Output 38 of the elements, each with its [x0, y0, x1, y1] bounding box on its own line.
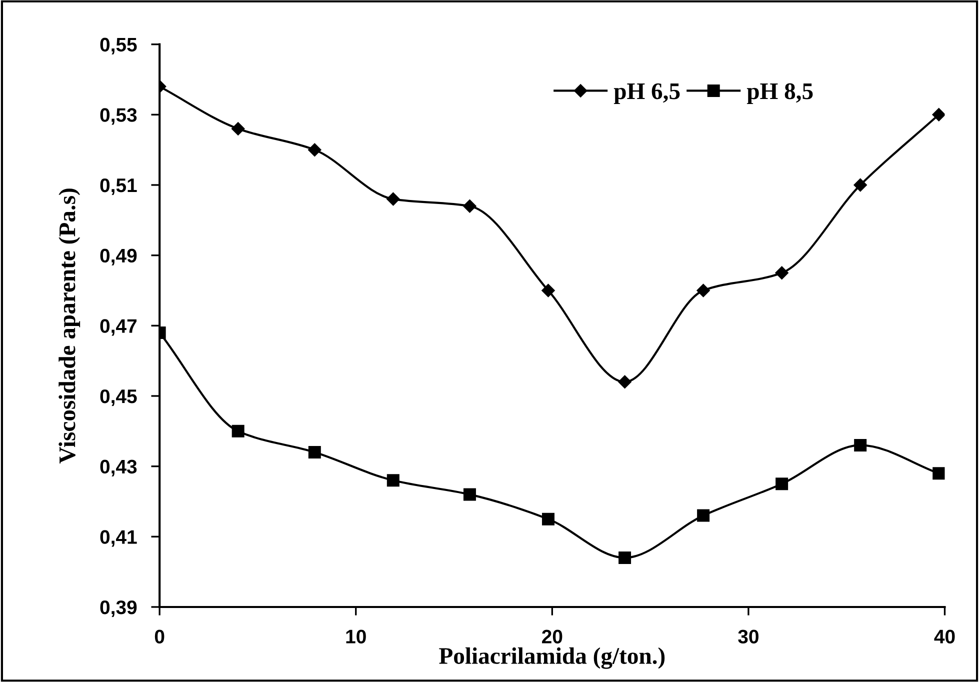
point [386, 474, 400, 487]
y-tick-label: 0,41 [100, 530, 137, 547]
x-tick-label: 10 [346, 630, 366, 644]
y-axis-title: Viscosidade aparente (Pa.s) [58, 188, 80, 464]
x-tick-label: 0 [154, 630, 164, 644]
y-tick-label: 0,45 [100, 389, 137, 406]
y-tick-label: 0,39 [100, 600, 137, 618]
point [386, 192, 400, 206]
point [932, 467, 945, 480]
y-tick-label: 0,47 [100, 319, 137, 336]
point [463, 200, 476, 213]
point [932, 108, 945, 122]
y-tick-label: 0,43 [100, 460, 137, 476]
point [775, 266, 788, 280]
point [776, 478, 788, 490]
point [463, 488, 476, 501]
y-tick-label: 0,49 [100, 248, 137, 266]
y-tick-label: 0,53 [100, 108, 137, 125]
point [308, 446, 321, 458]
point [618, 375, 632, 389]
legend-label: pH 8,5 [746, 83, 813, 104]
y-tick-label: 0,51 [100, 178, 137, 196]
x-axis-title: Poliacrilamida (g/ton.) [439, 647, 665, 669]
y-tick-label: 0,55 [100, 38, 137, 54]
point [542, 284, 555, 298]
point [542, 512, 554, 526]
point [232, 122, 245, 136]
point [697, 509, 710, 522]
point [232, 424, 244, 438]
x-tick-label: 40 [934, 630, 955, 644]
point [618, 552, 632, 564]
point [308, 143, 322, 156]
point [854, 438, 867, 452]
x-tick-label: 30 [738, 630, 758, 644]
legend-label: pH 6,5 [614, 83, 680, 104]
point [854, 178, 867, 192]
point [696, 284, 710, 298]
x-tick-label: 20 [542, 630, 562, 644]
